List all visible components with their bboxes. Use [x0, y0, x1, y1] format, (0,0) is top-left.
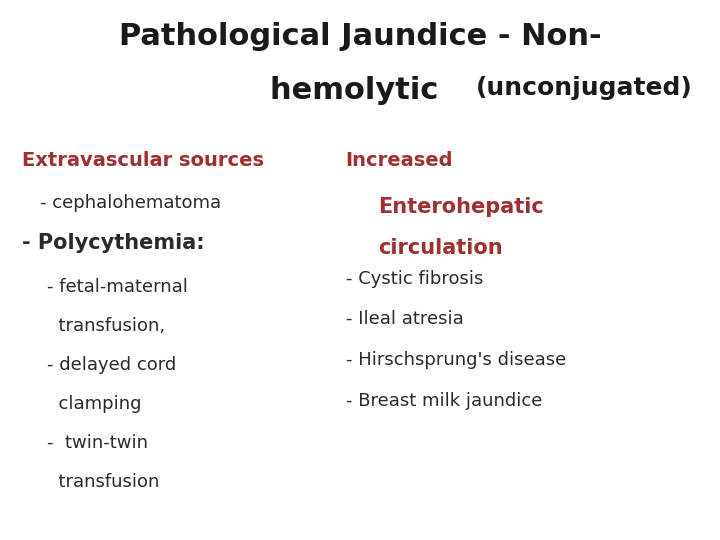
Text: circulation: circulation: [378, 238, 503, 258]
Text: Increased: Increased: [346, 151, 453, 170]
Text: - Breast milk jaundice: - Breast milk jaundice: [346, 392, 542, 409]
Text: Enterohepatic: Enterohepatic: [378, 197, 544, 217]
Text: - Hirschsprung's disease: - Hirschsprung's disease: [346, 351, 566, 369]
Text: - delayed cord: - delayed cord: [47, 356, 176, 374]
Text: Extravascular sources: Extravascular sources: [22, 151, 264, 170]
Text: - Cystic fibrosis: - Cystic fibrosis: [346, 270, 483, 288]
Text: - fetal-maternal: - fetal-maternal: [47, 278, 188, 296]
Text: hemolytic: hemolytic: [271, 76, 449, 105]
Text: transfusion: transfusion: [47, 472, 159, 490]
Text: -  twin-twin: - twin-twin: [47, 434, 148, 451]
Text: clamping: clamping: [47, 395, 141, 413]
Text: (unconjugated): (unconjugated): [475, 76, 692, 99]
Text: - cephalohematoma: - cephalohematoma: [40, 194, 221, 212]
Text: - Ileal atresia: - Ileal atresia: [346, 310, 464, 328]
Text: transfusion,: transfusion,: [47, 317, 165, 335]
Text: Pathological Jaundice - Non-: Pathological Jaundice - Non-: [119, 22, 601, 51]
Text: - Polycythemia:: - Polycythemia:: [22, 233, 204, 253]
